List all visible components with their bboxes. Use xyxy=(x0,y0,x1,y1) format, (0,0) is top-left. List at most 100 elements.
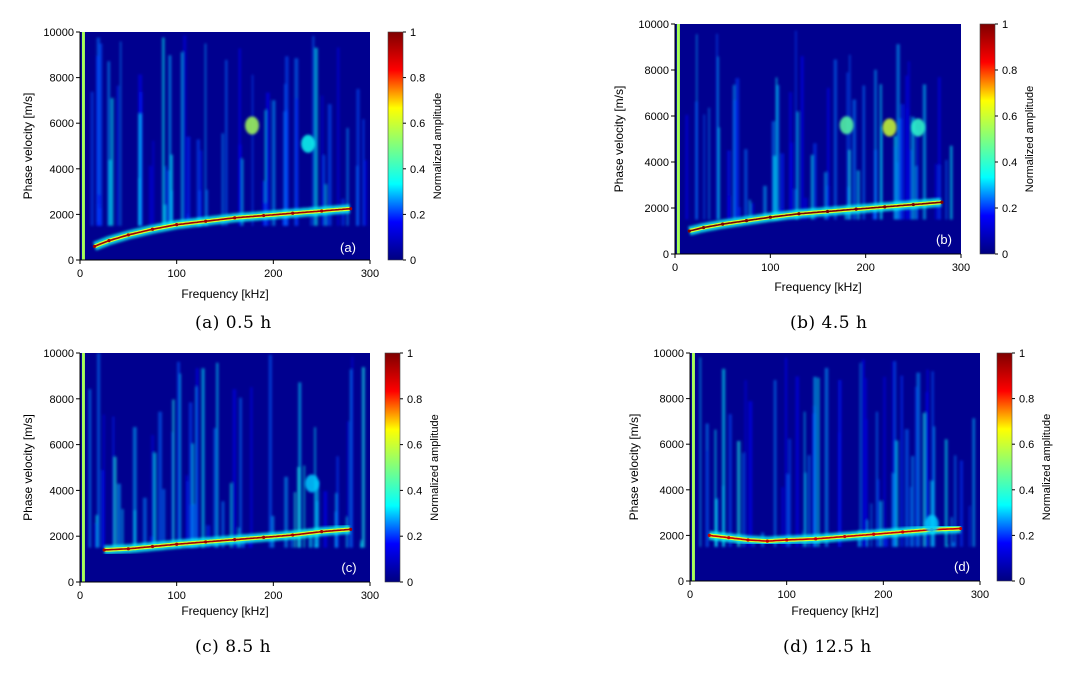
colorbar-tick-label: 0.6 xyxy=(1019,439,1034,451)
noise-streak xyxy=(113,456,117,548)
noise-streak xyxy=(153,452,157,548)
colorbar-label: Normalized amplitude xyxy=(432,93,444,199)
noise-streak xyxy=(790,142,793,220)
ridge-point xyxy=(262,213,266,218)
noise-streak xyxy=(732,84,736,220)
noise-streak xyxy=(736,440,741,547)
colorbar-tick-label: 0.8 xyxy=(1002,65,1017,77)
noise-streak xyxy=(972,418,976,547)
ridge-point xyxy=(901,530,905,534)
ridge-point xyxy=(687,229,691,233)
panel-tag: (b) xyxy=(936,232,952,247)
noise-streak xyxy=(205,189,209,226)
noise-streak xyxy=(934,163,938,220)
noise-streak xyxy=(268,354,272,548)
noise-streak xyxy=(152,140,155,226)
low-frequency-edge xyxy=(691,353,695,581)
noise-streak xyxy=(308,531,313,548)
noise-streak xyxy=(796,111,799,220)
y-tick-label: 6000 xyxy=(50,118,74,130)
noise-streak xyxy=(807,455,811,547)
noise-streak xyxy=(232,389,237,548)
noise-streak xyxy=(905,108,909,220)
ridge-point xyxy=(814,537,818,541)
noise-texture xyxy=(699,357,976,547)
noise-streak xyxy=(225,59,228,226)
colorbar-tick-label: 0 xyxy=(1002,249,1008,261)
noise-streak xyxy=(775,77,778,220)
noise-streak xyxy=(714,498,718,547)
noise-streak xyxy=(271,100,276,226)
noise-streak xyxy=(893,146,897,220)
noise-streak xyxy=(324,184,327,226)
y-tick-label: 0 xyxy=(68,577,74,589)
y-tick-label: 4000 xyxy=(660,485,684,497)
low-frequency-edge xyxy=(81,353,85,582)
y-tick-label: 6000 xyxy=(50,440,74,452)
caption-d: (d) 12.5 h xyxy=(783,637,872,657)
noise-streak xyxy=(916,128,919,220)
noise-streak xyxy=(925,392,929,547)
noise-streak xyxy=(852,99,857,220)
colorbar-tick-label: 0.2 xyxy=(410,209,425,221)
noise-streak xyxy=(795,30,797,220)
noise-streak xyxy=(362,119,365,226)
noise-streak xyxy=(896,162,899,220)
noise-streak xyxy=(874,69,877,220)
noise-streak xyxy=(303,465,306,548)
chart-c-svg: 0 100 200 300 0 2000 4000 6000 8000 10000 Frequenc… xyxy=(21,348,441,618)
noise-streak xyxy=(96,37,101,226)
noise-streak xyxy=(336,47,340,226)
chart-a-svg: 0 100 200 300 0 2000 4000 6000 8000 10000 Frequenc… xyxy=(21,27,444,301)
noise-streak xyxy=(714,429,717,547)
y-tick-label: 2000 xyxy=(50,209,74,221)
noise-streak xyxy=(703,114,705,220)
colorbar-tick-label: 0.2 xyxy=(1019,530,1034,542)
noise-streak xyxy=(922,412,927,547)
heatmap-area xyxy=(690,353,980,581)
y-tick-label: 8000 xyxy=(645,65,669,77)
ridge-point xyxy=(744,219,749,223)
noise-streak xyxy=(356,88,360,226)
y-tick-label: 4000 xyxy=(50,164,74,176)
low-frequency-edge xyxy=(676,24,680,254)
colorbar-tick-label: 0.2 xyxy=(1002,203,1017,215)
noise-streak xyxy=(915,386,918,547)
colorbar xyxy=(387,31,404,261)
noise-streak xyxy=(848,54,851,220)
ridge-point xyxy=(746,538,750,542)
noise-streak xyxy=(151,435,155,548)
noise-texture xyxy=(685,30,953,220)
noise-streak xyxy=(772,155,777,220)
noise-streak xyxy=(708,107,710,220)
ridge-point xyxy=(126,547,130,551)
noise-streak xyxy=(167,170,171,226)
noise-streak xyxy=(930,480,934,547)
noise-streak xyxy=(221,133,224,226)
ridge-point xyxy=(727,536,731,540)
noise-streak xyxy=(718,127,720,220)
x-tick-label: 100 xyxy=(761,262,779,274)
noise-streak xyxy=(90,91,94,226)
ridge-point xyxy=(843,534,847,539)
colorbar-tick-label: 1 xyxy=(407,348,413,360)
y-tick-label: 10000 xyxy=(638,19,669,31)
ridge-point xyxy=(702,225,706,230)
x-tick-label: 0 xyxy=(77,268,83,280)
noise-streak xyxy=(780,153,785,220)
noise-streak xyxy=(945,159,948,220)
x-axis-label: Frequency [kHz] xyxy=(181,604,268,618)
noise-streak xyxy=(361,367,366,548)
noise-streak xyxy=(788,438,791,547)
hot-spot xyxy=(839,116,854,135)
ridge-point xyxy=(349,207,353,211)
colorbar-tick-label: 1 xyxy=(1019,348,1025,360)
x-tick-label: 100 xyxy=(167,268,185,280)
colorbar-tick-label: 0.6 xyxy=(407,440,422,452)
y-tick-label: 8000 xyxy=(660,394,684,406)
noise-streak xyxy=(170,190,174,226)
noise-streak xyxy=(861,359,865,547)
noise-streak xyxy=(206,525,211,548)
ridge-point xyxy=(175,223,179,227)
noise-streak xyxy=(110,98,114,226)
